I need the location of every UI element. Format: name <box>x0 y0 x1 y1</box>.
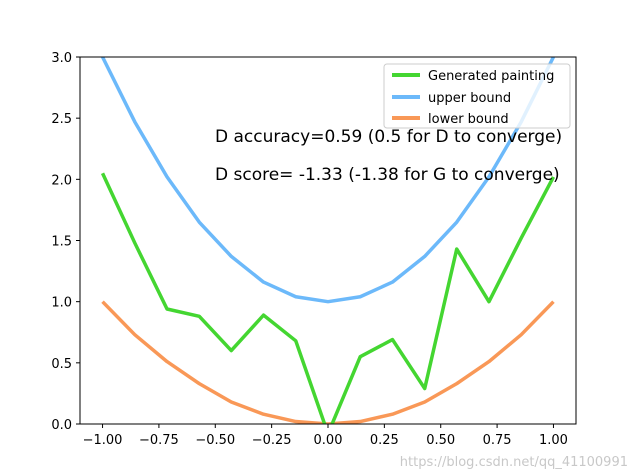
legend-box <box>383 63 571 129</box>
annotation-accuracy: D accuracy=0.59 (0.5 for D to converge) <box>215 127 562 147</box>
x-tick-label: 0.75 <box>483 433 512 448</box>
x-tick-label: −1.00 <box>83 433 123 448</box>
series-line-generated-painting <box>100 172 555 424</box>
y-axis: 0.0 0.5 1.0 1.5 2.0 2.5 3.0 <box>51 51 80 433</box>
annotation-score: D score= -1.33 (-1.38 for G to converge) <box>215 165 560 185</box>
legend-label-lower: lower bound <box>428 112 509 127</box>
legend: Generated painting upper bound lower bou… <box>383 63 571 129</box>
x-tick-label: −0.25 <box>252 433 292 448</box>
y-tick-label: 3.0 <box>51 51 72 66</box>
y-tick-label: 0.5 <box>51 357 72 372</box>
x-tick-label: −0.50 <box>195 433 235 448</box>
y-tick-label: 2.0 <box>51 173 72 188</box>
watermark: https://blog.csdn.net/qq_41100991 <box>399 455 628 470</box>
y-tick-label: 1.0 <box>51 296 72 311</box>
legend-label-generated: Generated painting <box>428 69 554 84</box>
legend-label-upper: upper bound <box>428 91 511 106</box>
x-tick-label: −0.75 <box>139 433 179 448</box>
x-tick-label: 0.50 <box>426 433 455 448</box>
x-tick-label: 0.25 <box>370 433 399 448</box>
y-tick-label: 0.0 <box>51 418 72 433</box>
series-line-upper-bound <box>100 57 556 304</box>
y-tick-label: 1.5 <box>51 235 72 250</box>
x-tick-label: 1.00 <box>539 433 568 448</box>
series-layer <box>100 57 556 424</box>
x-axis: −1.00 −0.75 −0.50 −0.25 0.00 0.25 0.50 0.75 1.00 <box>83 424 568 448</box>
x-tick-label: 0.00 <box>314 433 343 448</box>
series-line-lower-bound <box>101 300 555 424</box>
y-tick-label: 2.5 <box>51 112 72 127</box>
